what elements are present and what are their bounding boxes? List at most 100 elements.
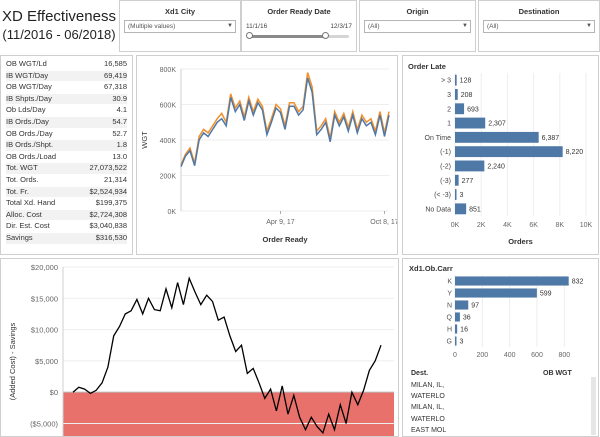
category-label: N (447, 303, 452, 310)
bar (455, 117, 486, 129)
chart-title: Xd1.Ob.Carr (409, 264, 453, 273)
y-tick-label: $0 (50, 388, 58, 397)
title-line2: (11/2016 - 06/2018) (2, 27, 116, 42)
negative-region (63, 392, 394, 436)
city-dropdown-value: (Multiple values) (128, 23, 176, 30)
category-label: 1 (447, 121, 451, 128)
series-line (180, 77, 390, 167)
x-tick-label: 2K (477, 222, 486, 229)
kpi-label: Tot. Fr. (6, 186, 29, 196)
filter-date: Order Ready Date 11/1/16 12/3/17 (241, 0, 357, 52)
kpi-label: OB WGT/Ld (6, 59, 47, 68)
wgt-chart-panel: 0K 200K 400K 600K 800K Apr 9, 17 Oct 8, 17 Orde… (136, 55, 399, 255)
x-tick-label: Apr 9, 17 (266, 219, 295, 226)
x-tick-label: 4K (503, 222, 512, 229)
category-label: (-2) (440, 163, 451, 170)
bar (455, 312, 460, 322)
date-slider-track[interactable] (246, 32, 349, 39)
y-tick-label: $20,000 (31, 263, 58, 272)
series-line (180, 72, 390, 166)
kpi-row: Tot. Fr. $2,524,934 (6, 186, 127, 198)
carrier-bar-chart: Xd1.Ob.Carr 0 200 400 600 800 K 832 Y 599 N 97 Q 36 H 1… (409, 264, 584, 359)
x-tick-label: 600 (531, 352, 543, 359)
kpi-label: Ob Lds/Day (6, 105, 46, 115)
dest-row[interactable]: WATERLO (411, 393, 445, 401)
chevron-down-icon: ▼ (586, 23, 592, 29)
bar (455, 174, 459, 186)
x-axis-title: Orders (508, 237, 533, 246)
category-label: (< -3) (434, 192, 451, 199)
bar (455, 336, 457, 346)
y-axis-title: WGT (140, 131, 149, 149)
dest-row[interactable]: WATERLO (411, 415, 445, 423)
bar-value-label: 97 (471, 303, 479, 310)
bar-value-label: 6,387 (542, 135, 560, 142)
order-late-panel: Order Late 0K 2K 4K 6K 8K 10K > 3 128 3 208 2 693 1 2,… (402, 55, 599, 255)
filter-destination: Destination (All) ▼ (478, 0, 600, 52)
kpi-row: Ob Lds/Day 4.1 (6, 105, 127, 116)
date-slider-handle-start[interactable] (246, 32, 253, 39)
origin-dropdown[interactable]: (All) ▼ (364, 20, 471, 33)
kpi-row: IB Ords./Day 54.7 (6, 117, 127, 128)
bar-value-label: 3 (460, 339, 464, 346)
bar-value-label: 208 (461, 92, 473, 99)
y-axis-title: (Added Cost) - Savings (8, 322, 17, 400)
kpi-row: OB Ords./Load 13.0 (6, 152, 127, 163)
category-label: G (447, 339, 452, 346)
bar (455, 276, 569, 286)
origin-dropdown-value: (All) (368, 23, 380, 30)
bar-value-label: 2,307 (488, 121, 506, 128)
dashboard-title: XD Effectiveness (11/2016 - 06/2018) (0, 0, 118, 52)
category-label: H (447, 327, 452, 334)
y-tick-label: ($5,000) (30, 419, 58, 428)
bar-value-label: 851 (469, 206, 481, 213)
kpi-value: $2,524,934 (89, 186, 127, 196)
kpi-label: IB Ords./Day (6, 117, 49, 126)
category-label: > 3 (441, 78, 451, 85)
bar (455, 74, 457, 86)
dest-row[interactable]: MILAN, IL, (411, 404, 445, 412)
y-tick-label: 200K (160, 174, 177, 181)
kpi-row: Total Xd. Hand $199,375 (6, 198, 127, 209)
x-tick-label: Oct 8, 17 (370, 219, 397, 226)
dest-scrollbar[interactable] (591, 377, 596, 435)
y-tick-label: 0K (167, 209, 176, 216)
destination-dropdown-value: (All) (487, 23, 499, 30)
bar-value-label: 8,220 (566, 149, 584, 156)
bar-value-label: 36 (463, 315, 471, 322)
category-label: No Data (425, 206, 451, 213)
date-slider-handle-end[interactable] (322, 32, 329, 39)
category-label: Y (447, 291, 452, 298)
order-late-chart: Order Late 0K 2K 4K 6K 8K 10K > 3 128 3 208 2 693 1 2,… (408, 62, 593, 246)
dest-row[interactable]: EAST MOL (411, 426, 447, 434)
x-tick-label: 200 (476, 352, 488, 359)
wgt-line-chart: 0K 200K 400K 600K 800K Apr 9, 17 Oct 8, 17 Orde… (140, 67, 399, 244)
bar (455, 103, 465, 115)
kpi-row: Alloc. Cost $2,724,308 (6, 209, 127, 221)
chevron-down-icon: ▼ (227, 23, 233, 29)
kpi-value: 1.8 (116, 140, 127, 150)
category-label: K (447, 279, 452, 286)
bar (455, 300, 469, 310)
kpi-value: 69,419 (104, 70, 127, 80)
bar-value-label: 832 (572, 279, 584, 286)
dest-column-header: Dest. (411, 370, 429, 377)
city-dropdown[interactable]: (Multiple values) ▼ (124, 20, 236, 33)
kpi-label: IB Shpts./Day (6, 93, 52, 103)
x-axis-title: Order Ready (262, 235, 308, 244)
x-tick-label: 0 (453, 352, 457, 359)
kpi-label: IB Ords./Shpt. (6, 140, 54, 150)
kpi-value: 54.7 (112, 117, 127, 126)
dest-row[interactable]: MILAN, IL, (411, 382, 445, 389)
y-tick-label: 600K (160, 103, 177, 110)
carrier-panel: Xd1.Ob.Carr 0 200 400 600 800 K 832 Y 599 N 97 Q 36 H 1… (402, 258, 599, 437)
kpi-label: Total Xd. Hand (6, 198, 56, 208)
kpi-value: $3,040,838 (89, 221, 127, 231)
destination-dropdown[interactable]: (All) ▼ (483, 20, 595, 33)
date-end: 12/3/17 (330, 23, 352, 30)
x-tick-label: 800 (558, 352, 570, 359)
x-tick-label: 10K (580, 222, 593, 229)
filter-origin-label: Origin (406, 7, 429, 16)
kpi-value: 30.9 (112, 93, 127, 103)
savings-line (72, 276, 382, 435)
